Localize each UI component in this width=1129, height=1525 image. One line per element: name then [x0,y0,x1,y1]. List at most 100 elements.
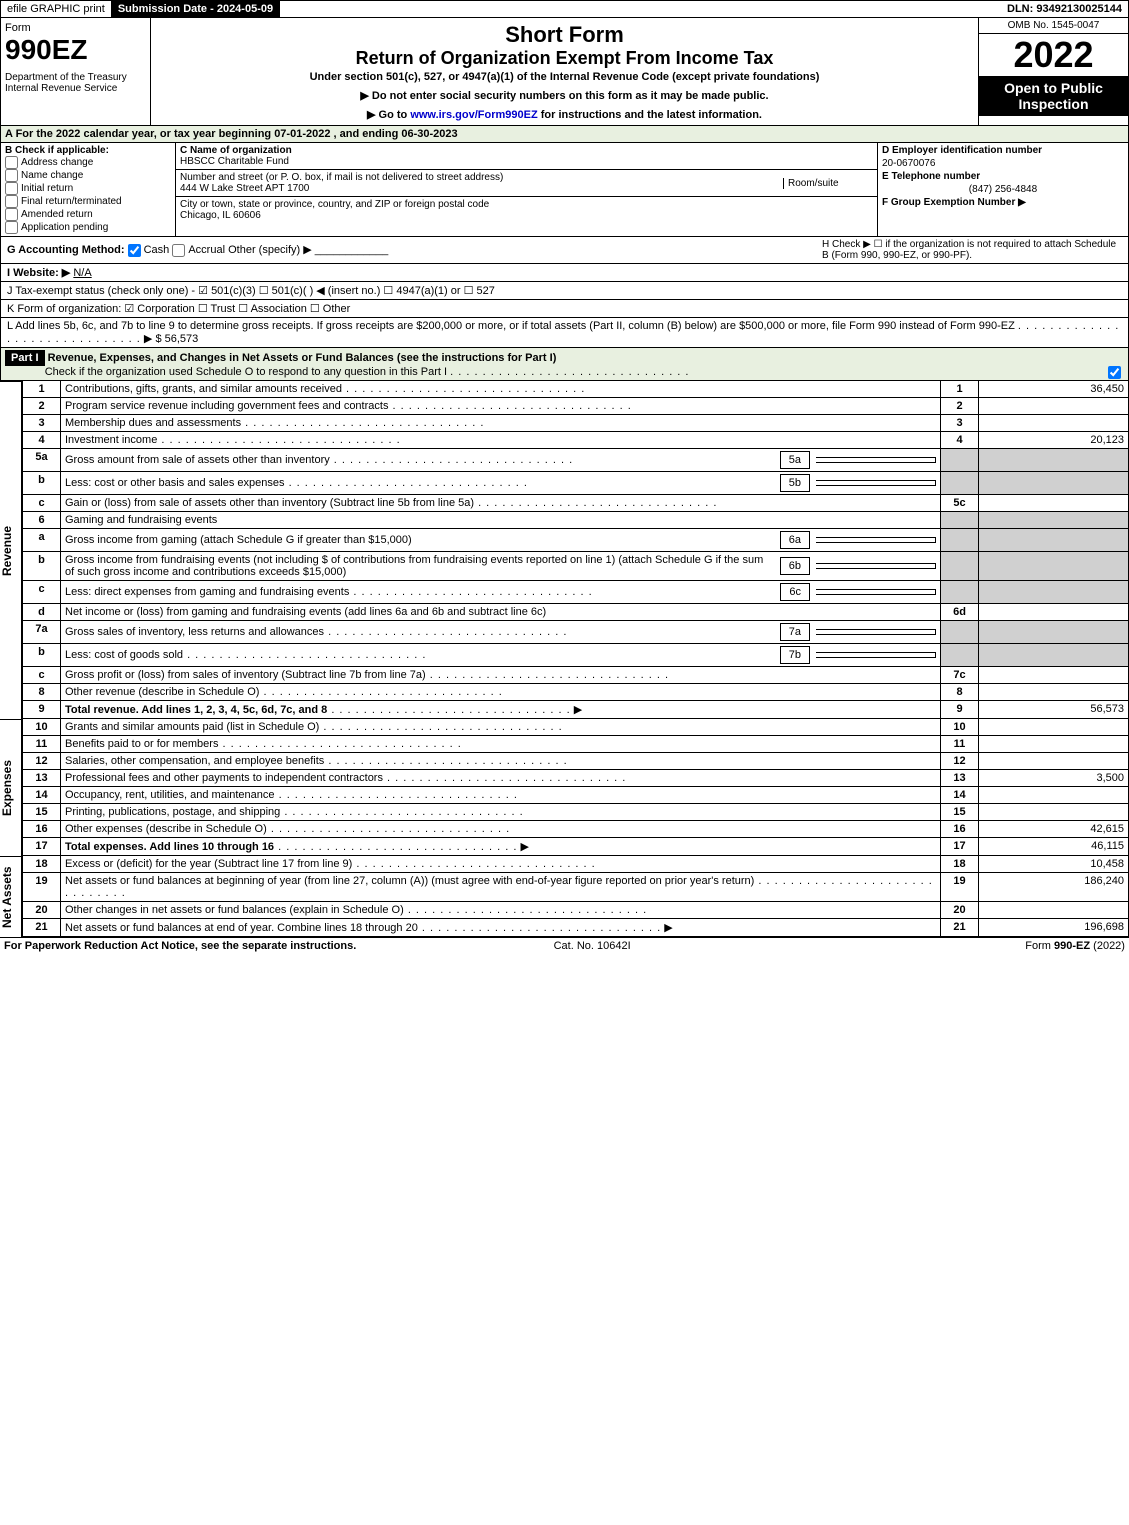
line-20-val [979,902,1129,919]
check-amended-return[interactable]: Amended return [5,208,171,221]
part-1-title: Revenue, Expenses, and Changes in Net As… [48,352,557,364]
g-label: G Accounting Method: [7,244,125,256]
check-application-pending[interactable]: Application pending [5,221,171,234]
check-initial-return[interactable]: Initial return [5,182,171,195]
section-a: A For the 2022 calendar year, or tax yea… [0,126,1129,143]
line-16-val: 42,615 [979,821,1129,838]
line-7b-subval [816,652,936,658]
netassets-group: Net Assets 18Excess or (deficit) for the… [0,856,1129,937]
line-13-val: 3,500 [979,770,1129,787]
line-1-desc: Contributions, gifts, grants, and simila… [65,383,342,395]
line-20-num: 20 [23,902,61,919]
omb-number: OMB No. 1545-0047 [979,18,1128,34]
footer-right: Form 990-EZ (2022) [1025,940,1125,952]
line-7c-desc: Gross profit or (loss) from sales of inv… [65,669,426,681]
line-3-val [979,415,1129,432]
line-7c-val [979,667,1129,684]
ein-value: 20-0670076 [882,158,1124,169]
org-info-row: B Check if applicable: Address change Na… [0,143,1129,237]
check-name-change[interactable]: Name change [5,169,171,182]
line-5b-num: b [23,472,61,495]
revenue-table: 1Contributions, gifts, grants, and simil… [22,381,1129,719]
line-9-val: 56,573 [979,701,1129,719]
goto-note: ▶ Go to www.irs.gov/Form990EZ for instru… [155,108,974,121]
line-14-num: 14 [23,787,61,804]
line-6d-desc: Net income or (loss) from gaming and fun… [61,604,941,621]
open-to-public: Open to Public Inspection [979,76,1128,116]
line-18-val: 10,458 [979,856,1129,873]
section-i: I Website: ▶ N/A [0,264,1129,282]
line-6-num: 6 [23,512,61,529]
line-3-desc: Membership dues and assessments [65,417,241,429]
line-17-desc: Total expenses. Add lines 10 through 16 [65,841,274,853]
efile-label[interactable]: efile GRAPHIC print [1,1,112,17]
footer-left: For Paperwork Reduction Act Notice, see … [4,940,356,952]
line-19-num: 19 [23,873,61,902]
line-21-val: 196,698 [979,919,1129,937]
line-3-num: 3 [23,415,61,432]
phone-label: E Telephone number [882,171,980,182]
expenses-label: Expenses [0,719,22,856]
line-13-num: 13 [23,770,61,787]
line-5a-sub: 5a [780,451,810,469]
line-20-desc: Other changes in net assets or fund bala… [65,904,404,916]
line-5b-desc: Less: cost or other basis and sales expe… [65,477,285,489]
line-11-desc: Benefits paid to or for members [65,738,218,750]
line-20-rn: 20 [941,902,979,919]
line-12-rn: 12 [941,753,979,770]
line-11-val [979,736,1129,753]
line-6c-sub: 6c [780,583,810,601]
line-9-rn: 9 [941,701,979,719]
line-4-desc: Investment income [65,434,157,446]
line-9-desc: Total revenue. Add lines 1, 2, 3, 4, 5c,… [65,704,327,716]
check-final-return[interactable]: Final return/terminated [5,195,171,208]
check-accrual[interactable] [172,244,185,257]
line-17-num: 17 [23,838,61,856]
l-amount: ▶ $ 56,573 [144,333,198,345]
line-4-val: 20,123 [979,432,1129,449]
line-6c-subval [816,589,936,595]
line-6a-sub: 6a [780,531,810,549]
ssn-note: ▶ Do not enter social security numbers o… [155,89,974,102]
check-cash[interactable] [128,244,141,257]
line-7b-desc: Less: cost of goods sold [65,649,183,661]
line-5a-desc: Gross amount from sale of assets other t… [65,454,330,466]
org-street: 444 W Lake Street APT 1700 [180,183,309,194]
line-6a-subval [816,537,936,543]
line-13-rn: 13 [941,770,979,787]
irs-link[interactable]: www.irs.gov/Form990EZ [410,109,537,121]
expenses-table: 10 Grants and similar amounts paid (list … [22,719,1129,856]
revenue-group: Revenue 1Contributions, gifts, grants, a… [0,381,1129,719]
expenses-group: Expenses 10 Grants and similar amounts pa… [0,719,1129,856]
part-1-header: Part I Revenue, Expenses, and Changes in… [0,348,1129,381]
line-6b-desc: Gross income from fundraising events (no… [65,554,774,578]
section-g-h: G Accounting Method: Cash Accrual Other … [0,237,1129,264]
l-text: L Add lines 5b, 6c, and 7b to line 9 to … [7,320,1015,332]
line-10-desc: Grants and similar amounts paid (list in… [65,721,319,733]
line-8-desc: Other revenue (describe in Schedule O) [65,686,259,698]
line-10-num: 10 [23,719,61,736]
line-8-num: 8 [23,684,61,701]
line-5a-shade [941,449,979,472]
line-7a-subval [816,629,936,635]
section-l: L Add lines 5b, 6c, and 7b to line 9 to … [0,318,1129,348]
line-8-rn: 8 [941,684,979,701]
line-15-val [979,804,1129,821]
check-schedule-o[interactable] [1108,366,1121,379]
line-19-val: 186,240 [979,873,1129,902]
cash-label: Cash [144,244,170,256]
org-city: Chicago, IL 60606 [180,210,261,221]
line-14-val [979,787,1129,804]
line-2-num: 2 [23,398,61,415]
accrual-label: Accrual [188,244,225,256]
line-4-rn: 4 [941,432,979,449]
org-name: HBSCC Charitable Fund [180,156,289,167]
line-7b-sub: 7b [780,646,810,664]
line-5a-num: 5a [23,449,61,472]
main-title: Return of Organization Exempt From Incom… [155,48,974,69]
check-address-change[interactable]: Address change [5,156,171,169]
city-label: City or town, state or province, country… [180,199,489,210]
submission-date: Submission Date - 2024-05-09 [112,1,280,17]
line-5c-num: c [23,495,61,512]
line-16-rn: 16 [941,821,979,838]
